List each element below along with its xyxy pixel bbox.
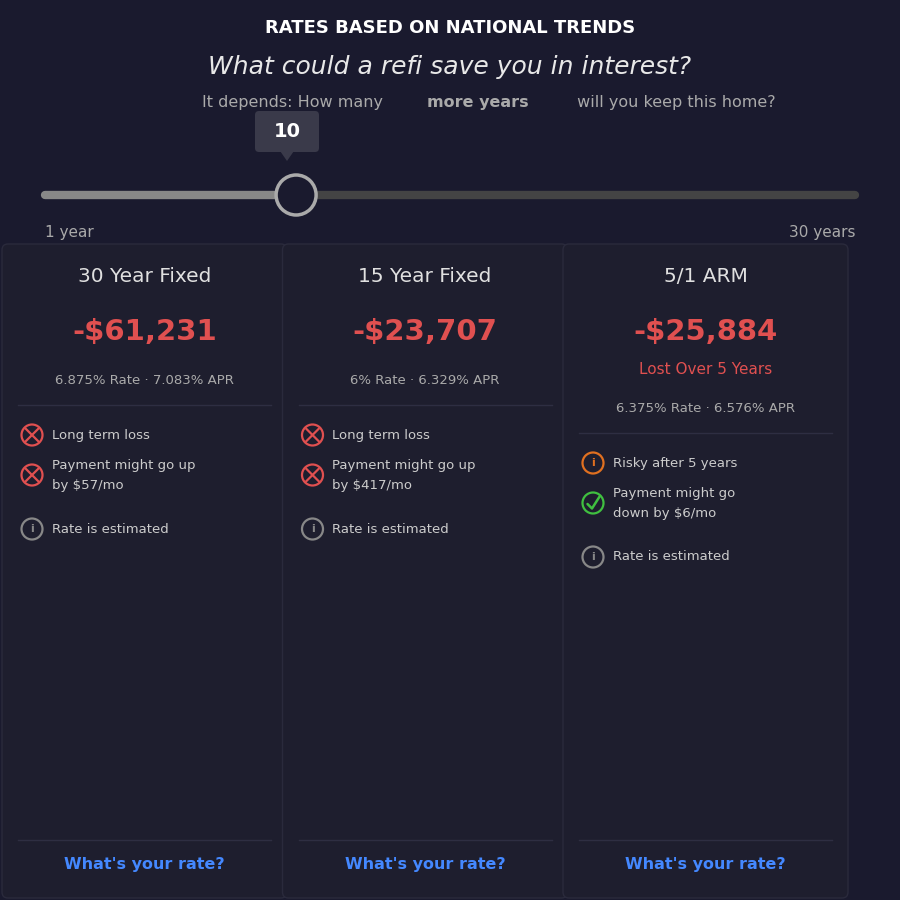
Text: 30 Year Fixed: 30 Year Fixed — [77, 266, 212, 285]
FancyBboxPatch shape — [2, 244, 287, 898]
Text: Rate is estimated: Rate is estimated — [332, 523, 449, 536]
Text: i: i — [591, 458, 595, 468]
Text: by $57/mo: by $57/mo — [52, 479, 123, 491]
Text: more years: more years — [427, 95, 528, 111]
Text: Rate is estimated: Rate is estimated — [52, 523, 169, 536]
Circle shape — [276, 175, 316, 215]
Text: 10: 10 — [274, 122, 301, 141]
Text: Rate is estimated: Rate is estimated — [613, 551, 730, 563]
Text: Long term loss: Long term loss — [52, 428, 150, 442]
Text: 6.875% Rate · 7.083% APR: 6.875% Rate · 7.083% APR — [55, 374, 234, 386]
Text: Payment might go up: Payment might go up — [52, 458, 195, 472]
Text: What could a refi save you in interest?: What could a refi save you in interest? — [209, 55, 691, 79]
Text: i: i — [591, 552, 595, 562]
Text: Risky after 5 years: Risky after 5 years — [613, 456, 737, 470]
Text: Lost Over 5 Years: Lost Over 5 Years — [639, 362, 772, 376]
Text: What's your rate?: What's your rate? — [626, 858, 786, 872]
Text: What's your rate?: What's your rate? — [345, 858, 505, 872]
Text: Long term loss: Long term loss — [332, 428, 430, 442]
Text: 1 year: 1 year — [45, 225, 94, 240]
Text: i: i — [310, 524, 314, 534]
Text: 15 Year Fixed: 15 Year Fixed — [358, 266, 491, 285]
Text: -$25,884: -$25,884 — [634, 318, 778, 346]
Text: Payment might go up: Payment might go up — [332, 458, 476, 472]
FancyBboxPatch shape — [283, 244, 568, 898]
FancyBboxPatch shape — [563, 244, 848, 898]
Text: -$61,231: -$61,231 — [72, 318, 217, 346]
Text: down by $6/mo: down by $6/mo — [613, 507, 716, 519]
Text: 6.375% Rate · 6.576% APR: 6.375% Rate · 6.576% APR — [616, 401, 795, 415]
Text: Payment might go: Payment might go — [613, 487, 735, 500]
Text: 6% Rate · 6.329% APR: 6% Rate · 6.329% APR — [350, 374, 500, 386]
Text: will you keep this home?: will you keep this home? — [572, 95, 776, 111]
Text: by $417/mo: by $417/mo — [332, 479, 412, 491]
Text: What's your rate?: What's your rate? — [64, 858, 225, 872]
FancyBboxPatch shape — [255, 111, 319, 152]
Polygon shape — [278, 148, 296, 161]
Text: RATES BASED ON NATIONAL TRENDS: RATES BASED ON NATIONAL TRENDS — [265, 19, 635, 37]
Text: 5/1 ARM: 5/1 ARM — [663, 266, 747, 285]
Text: -$23,707: -$23,707 — [353, 318, 498, 346]
Text: i: i — [30, 524, 34, 534]
Text: It depends: How many: It depends: How many — [202, 95, 388, 111]
Text: 30 years: 30 years — [788, 225, 855, 240]
